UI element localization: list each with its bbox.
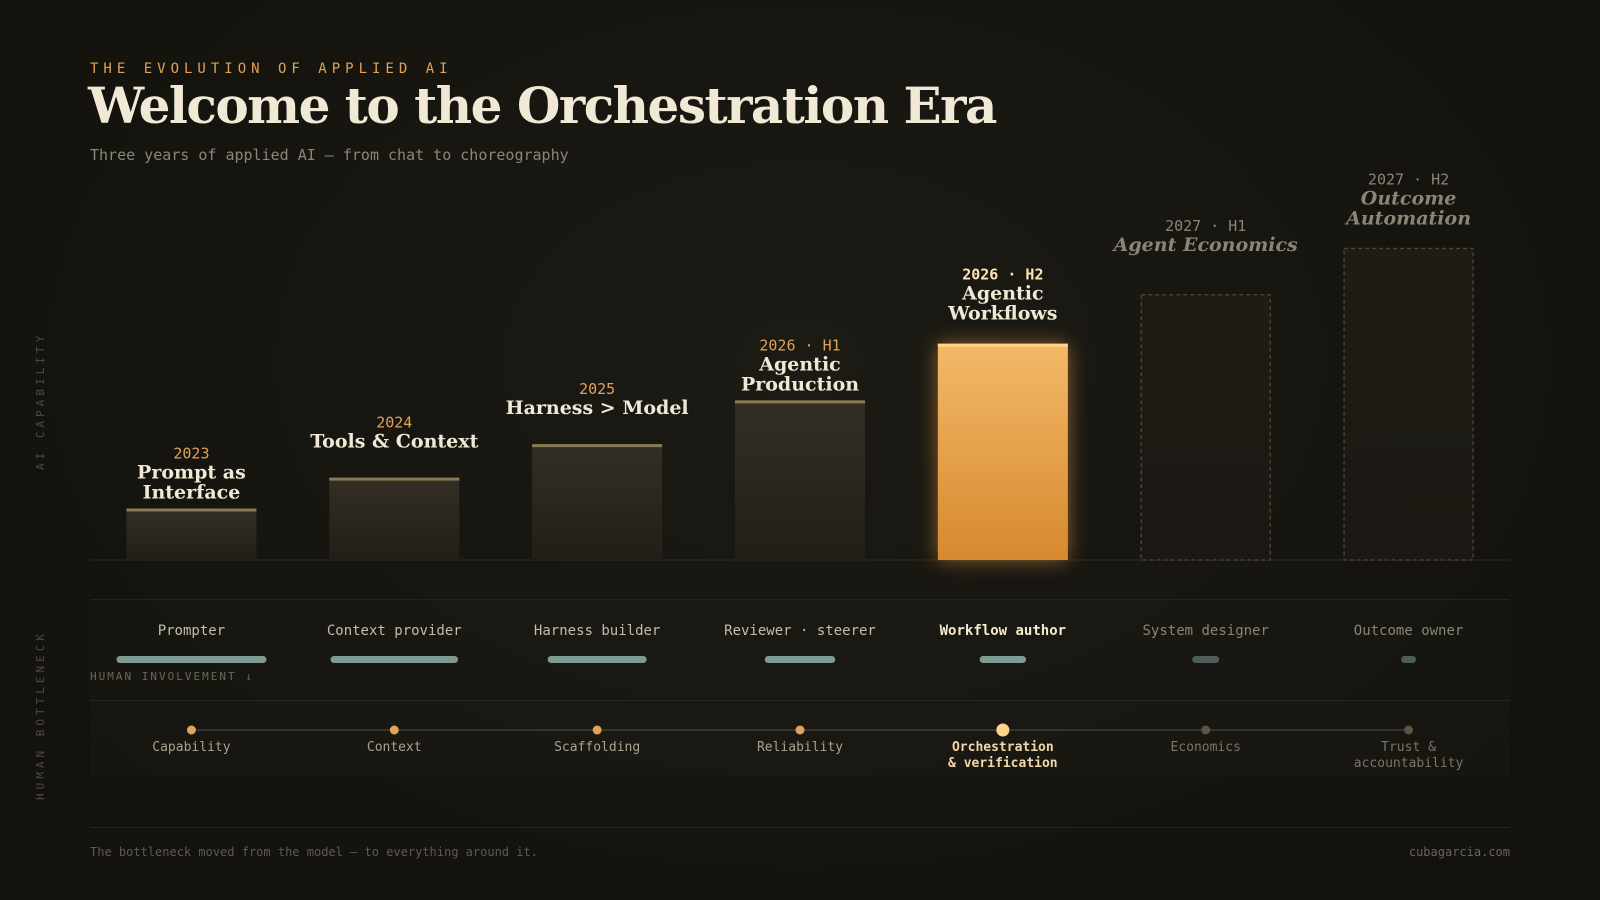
bar-title-label: Agentic: [758, 353, 841, 375]
bar-title-label: Agent Economics: [1112, 234, 1298, 256]
role-label: Context provider: [326, 623, 462, 639]
bar-title-label: Workflows: [947, 303, 1057, 325]
roles-band: [90, 599, 1510, 700]
bar-cap: [532, 444, 663, 448]
subtitle: Three years of applied AI — from chat to…: [90, 146, 569, 164]
bar-period-label: 2025: [579, 380, 615, 398]
bottleneck-label: Scaffolding: [554, 740, 641, 755]
bottleneck-label: Capability: [152, 740, 231, 755]
bar-3: [532, 444, 663, 560]
footer-tagline: The bottleneck moved from the model — to…: [90, 845, 538, 859]
bar-cap: [937, 343, 1068, 347]
bar-title-label: Agentic: [961, 283, 1044, 305]
bar-6: [1140, 294, 1271, 561]
bar-period-label: 2027 · H2: [1368, 170, 1449, 188]
role-label: Harness builder: [533, 623, 661, 639]
involvement-bar: [547, 656, 647, 663]
human-involvement-label: HUMAN INVOLVEMENT ↓: [90, 670, 254, 683]
bottleneck-label: Economics: [1170, 740, 1241, 755]
bar-title-label: Prompt as: [137, 462, 246, 484]
timeline-dot: [996, 723, 1010, 737]
timeline-dot: [1201, 725, 1211, 735]
bar-title-label: Production: [741, 373, 859, 395]
bar-period-label: 2026 · H2: [962, 266, 1043, 284]
involvement-bar: [116, 656, 267, 663]
timeline-dot: [389, 725, 399, 735]
bar-cap: [329, 477, 460, 481]
timeline-dot: [795, 725, 805, 735]
bar-2: [329, 477, 460, 560]
bar-cap: [735, 400, 865, 404]
bar-period-label: 2026 · H1: [759, 336, 840, 354]
involvement-bar: [979, 656, 1027, 663]
eyebrow: THE EVOLUTION OF APPLIED AI: [90, 61, 453, 77]
footer-site-link[interactable]: cubagarcia.com: [1408, 845, 1510, 859]
role-label: Reviewer · steerer: [724, 623, 876, 639]
bar-cap: [126, 508, 257, 512]
role-label: Outcome owner: [1353, 623, 1464, 639]
bottleneck-band: [90, 700, 1510, 776]
bar-title-label: Interface: [143, 482, 241, 504]
role-label: System designer: [1142, 623, 1269, 639]
bar-7: [1343, 247, 1474, 561]
bottleneck-label: Trust & accountability: [1353, 740, 1464, 771]
bar-period-label: 2024: [376, 414, 412, 432]
bar-1: [126, 508, 257, 560]
involvement-bar: [330, 656, 459, 663]
role-label: Workflow author: [939, 623, 1067, 639]
bar-title-label: Harness > Model: [506, 397, 689, 419]
bar-title-label: Tools & Context: [310, 431, 478, 453]
bar-period-label: 2023: [173, 445, 209, 463]
timeline-dot: [186, 725, 196, 735]
involvement-bar: [1401, 656, 1417, 663]
timeline-dot: [1404, 725, 1414, 735]
bar-title-label: Outcome: [1361, 187, 1457, 209]
involvement-bar: [1192, 656, 1220, 663]
bottleneck-label: Context: [366, 740, 422, 755]
bottleneck-label: Reliability: [756, 740, 844, 755]
bar-title-label: Automation: [1344, 207, 1471, 229]
bar-5: [937, 343, 1068, 560]
bar-4: [735, 400, 865, 560]
role-label: Prompter: [157, 623, 226, 639]
bar-period-label: 2027 · H1: [1165, 217, 1246, 235]
page-title: Welcome to the Orchestration Era: [88, 76, 997, 135]
timeline-dot: [592, 725, 602, 735]
bottleneck-label: Orchestration & verification: [948, 740, 1058, 771]
footer-divider: [90, 827, 1510, 828]
involvement-bar: [764, 656, 836, 663]
